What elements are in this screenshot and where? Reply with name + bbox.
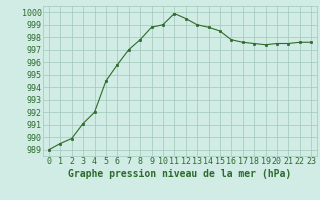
X-axis label: Graphe pression niveau de la mer (hPa): Graphe pression niveau de la mer (hPa) — [68, 169, 292, 179]
